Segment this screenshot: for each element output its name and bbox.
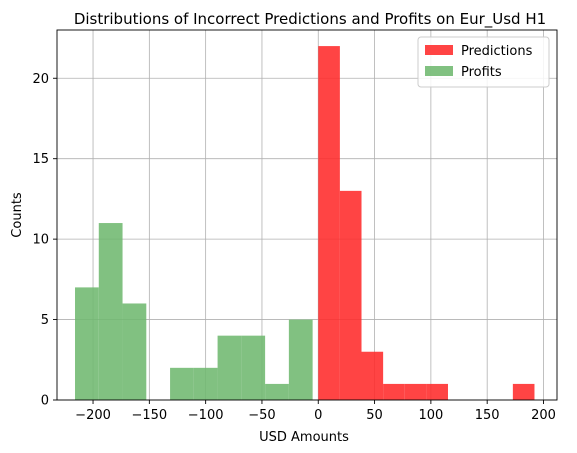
x-tick-label: −50 xyxy=(248,408,275,423)
x-axis-label: USD Amounts xyxy=(259,430,349,445)
y-ticks: 0 5 10 15 20 xyxy=(32,72,57,409)
x-tick-label: −100 xyxy=(188,408,224,423)
profits-bar xyxy=(193,367,218,400)
predictions-legend-label: Predictions xyxy=(461,44,533,59)
plot-frame xyxy=(56,29,558,401)
x-tick-label: 0 xyxy=(314,408,322,423)
predictions-bar xyxy=(426,383,448,400)
bars-group xyxy=(75,46,535,401)
chart-title: Distributions of Incorrect Predictions a… xyxy=(74,10,546,29)
profits-bar xyxy=(170,367,194,400)
x-tick-label: −200 xyxy=(75,408,111,423)
profits-bar xyxy=(288,319,313,400)
x-tick-label: 100 xyxy=(418,408,443,423)
x-tick-label: 200 xyxy=(531,408,556,423)
predictions-legend-swatch xyxy=(425,45,453,55)
predictions-bar xyxy=(361,351,384,400)
y-tick-label: 5 xyxy=(41,313,49,328)
y-tick-label: 0 xyxy=(41,394,49,409)
x-tick-label: 50 xyxy=(366,408,383,423)
x-tick-label: −150 xyxy=(131,408,167,423)
profits-legend-label: Profits xyxy=(461,65,502,80)
predictions-bar xyxy=(318,46,340,401)
profits-bar xyxy=(122,303,147,400)
profits-bar xyxy=(98,223,123,400)
y-axis-label: Counts xyxy=(10,192,25,238)
y-tick-label: 20 xyxy=(32,72,49,87)
legend: Predictions Profits xyxy=(417,36,550,88)
profits-bar xyxy=(217,335,242,400)
predictions-bar xyxy=(383,383,405,400)
predictions-bar xyxy=(512,383,535,400)
y-tick-label: 10 xyxy=(32,233,49,248)
predictions-bar xyxy=(404,383,427,400)
x-ticks: −200 −150 −100 −50 0 50 100 150 200 xyxy=(75,400,556,423)
x-tick-label: 150 xyxy=(475,408,500,423)
profits-legend-swatch xyxy=(425,66,453,76)
axes xyxy=(56,29,558,401)
profits-bar xyxy=(241,335,266,400)
profits-bar xyxy=(265,383,289,400)
predictions-bar xyxy=(339,190,362,400)
y-tick-label: 15 xyxy=(32,152,49,167)
profits-bar xyxy=(75,287,99,400)
